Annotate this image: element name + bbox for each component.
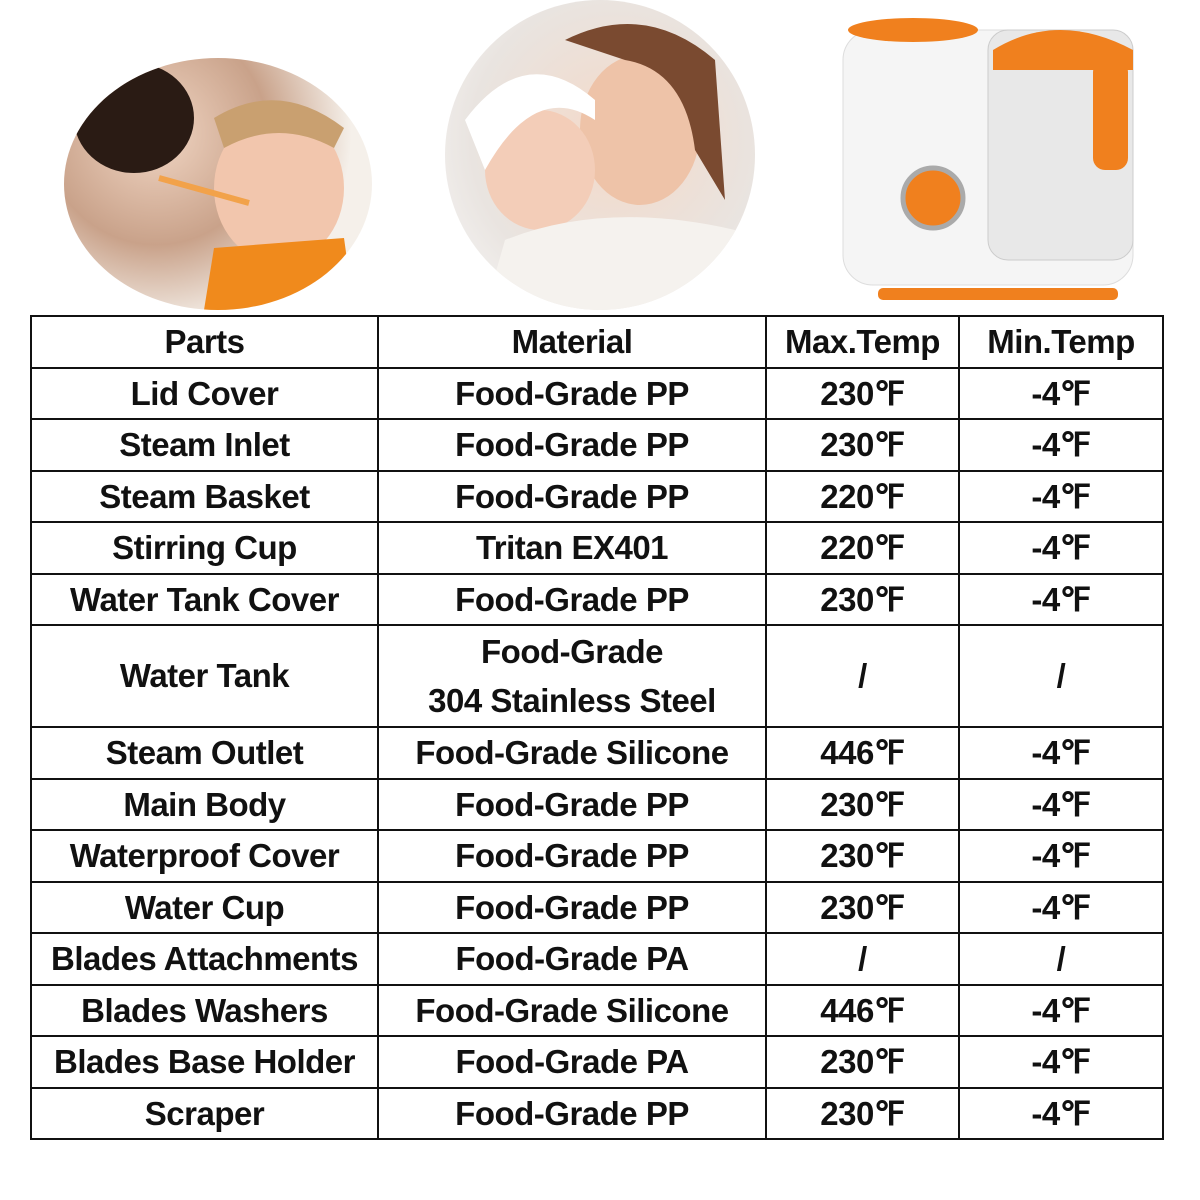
cell-max-temp: 230℉ [765,1035,960,1089]
cell-max-temp: / [765,624,960,728]
cell-min-temp: -4℉ [958,521,1164,575]
header-max-temp: Max.Temp [765,315,960,369]
table-row: Steam Outlet Food-Grade Silicone 446℉ -4℉ [30,726,1164,780]
cell-max-temp: 446℉ [765,983,960,1037]
cell-material: Food-Grade 304 Stainless Steel [377,624,767,728]
cell-max-temp: 230℉ [765,418,960,472]
table-header-row: Parts Material Max.Temp Min.Temp [30,315,1164,369]
cell-part: Water Cup [30,880,379,934]
cell-max-temp: 230℉ [765,777,960,831]
cell-part: Waterproof Cover [30,829,379,883]
cell-min-temp: -4℉ [958,572,1164,626]
cell-material: Food-Grade Silicone [377,983,767,1037]
cell-material: Food-Grade PP [377,1086,767,1140]
cell-max-temp: 220℉ [765,521,960,575]
table-row: Scraper Food-Grade PP 230℉ -4℉ [30,1086,1164,1140]
mother-baby-illustration [465,24,735,310]
table-row: Stirring Cup Tritan EX401 220℉ -4℉ [30,521,1164,575]
table-row: Water Tank Cover Food-Grade PP 230℉ -4℉ [30,572,1164,626]
cell-material: Food-Grade PP [377,829,767,883]
cell-min-temp: -4℉ [958,366,1164,420]
cell-part: Lid Cover [30,366,379,420]
cell-part: Steam Basket [30,469,379,523]
table-row: Blades Base Holder Food-Grade PA 230℉ -4℉ [30,1035,1164,1089]
table-row: Main Body Food-Grade PP 230℉ -4℉ [30,777,1164,831]
cell-max-temp: 446℉ [765,726,960,780]
table-row: Steam Basket Food-Grade PP 220℉ -4℉ [30,469,1164,523]
cell-min-temp: -4℉ [958,726,1164,780]
cell-material: Food-Grade PP [377,366,767,420]
cell-part: Stirring Cup [30,521,379,575]
cell-max-temp: 230℉ [765,829,960,883]
cell-part: Blades Attachments [30,932,379,986]
cell-min-temp: -4℉ [958,829,1164,883]
cell-material: Food-Grade PP [377,880,767,934]
cell-max-temp: 220℉ [765,469,960,523]
table-row: Waterproof Cover Food-Grade PP 230℉ -4℉ [30,829,1164,883]
cell-material: Food-Grade PP [377,418,767,472]
cell-min-temp: -4℉ [958,1086,1164,1140]
header-material: Material [377,315,767,369]
cell-part: Scraper [30,1086,379,1140]
cell-min-temp: -4℉ [958,469,1164,523]
cell-material: Food-Grade PA [377,932,767,986]
header-parts: Parts [30,315,379,369]
baby-food-maker-product-photo [838,10,1140,302]
cell-min-temp: -4℉ [958,983,1164,1037]
cell-material: Food-Grade PP [377,469,767,523]
table-row: Water Cup Food-Grade PP 230℉ -4℉ [30,880,1164,934]
cell-max-temp: 230℉ [765,1086,960,1140]
cell-max-temp: 230℉ [765,366,960,420]
parts-material-table: Parts Material Max.Temp Min.Temp Lid Cov… [30,315,1164,1140]
cell-min-temp: -4℉ [958,777,1164,831]
feeding-illustration [74,63,354,310]
cell-material: Food-Grade PP [377,572,767,626]
cell-part: Blades Base Holder [30,1035,379,1089]
table-row: Lid Cover Food-Grade PP 230℉ -4℉ [30,366,1164,420]
table-row: Steam Inlet Food-Grade PP 230℉ -4℉ [30,418,1164,472]
cell-part: Water Tank Cover [30,572,379,626]
table-row: Water Tank Food-Grade 304 Stainless Steel… [30,624,1164,728]
cell-part: Main Body [30,777,379,831]
cell-min-temp: / [958,624,1164,728]
cell-max-temp: 230℉ [765,572,960,626]
cell-min-temp: / [958,932,1164,986]
cell-min-temp: -4℉ [958,1035,1164,1089]
cell-material: Food-Grade PP [377,777,767,831]
cell-part: Blades Washers [30,983,379,1037]
cell-part: Steam Inlet [30,418,379,472]
cell-material: Tritan EX401 [377,521,767,575]
table-row: Blades Attachments Food-Grade PA / / [30,932,1164,986]
header-min-temp: Min.Temp [958,315,1164,369]
cell-max-temp: 230℉ [765,880,960,934]
food-maker-illustration [842,18,1134,300]
cell-min-temp: -4℉ [958,880,1164,934]
cell-part: Water Tank [30,624,379,728]
table-row: Blades Washers Food-Grade Silicone 446℉ -4℉ [30,983,1164,1037]
mother-and-baby-photo [445,0,755,310]
cell-material: Food-Grade PA [377,1035,767,1089]
mother-feeding-baby-photo [64,58,372,310]
cell-min-temp: -4℉ [958,418,1164,472]
cell-part: Steam Outlet [30,726,379,780]
cell-material: Food-Grade Silicone [377,726,767,780]
cell-max-temp: / [765,932,960,986]
